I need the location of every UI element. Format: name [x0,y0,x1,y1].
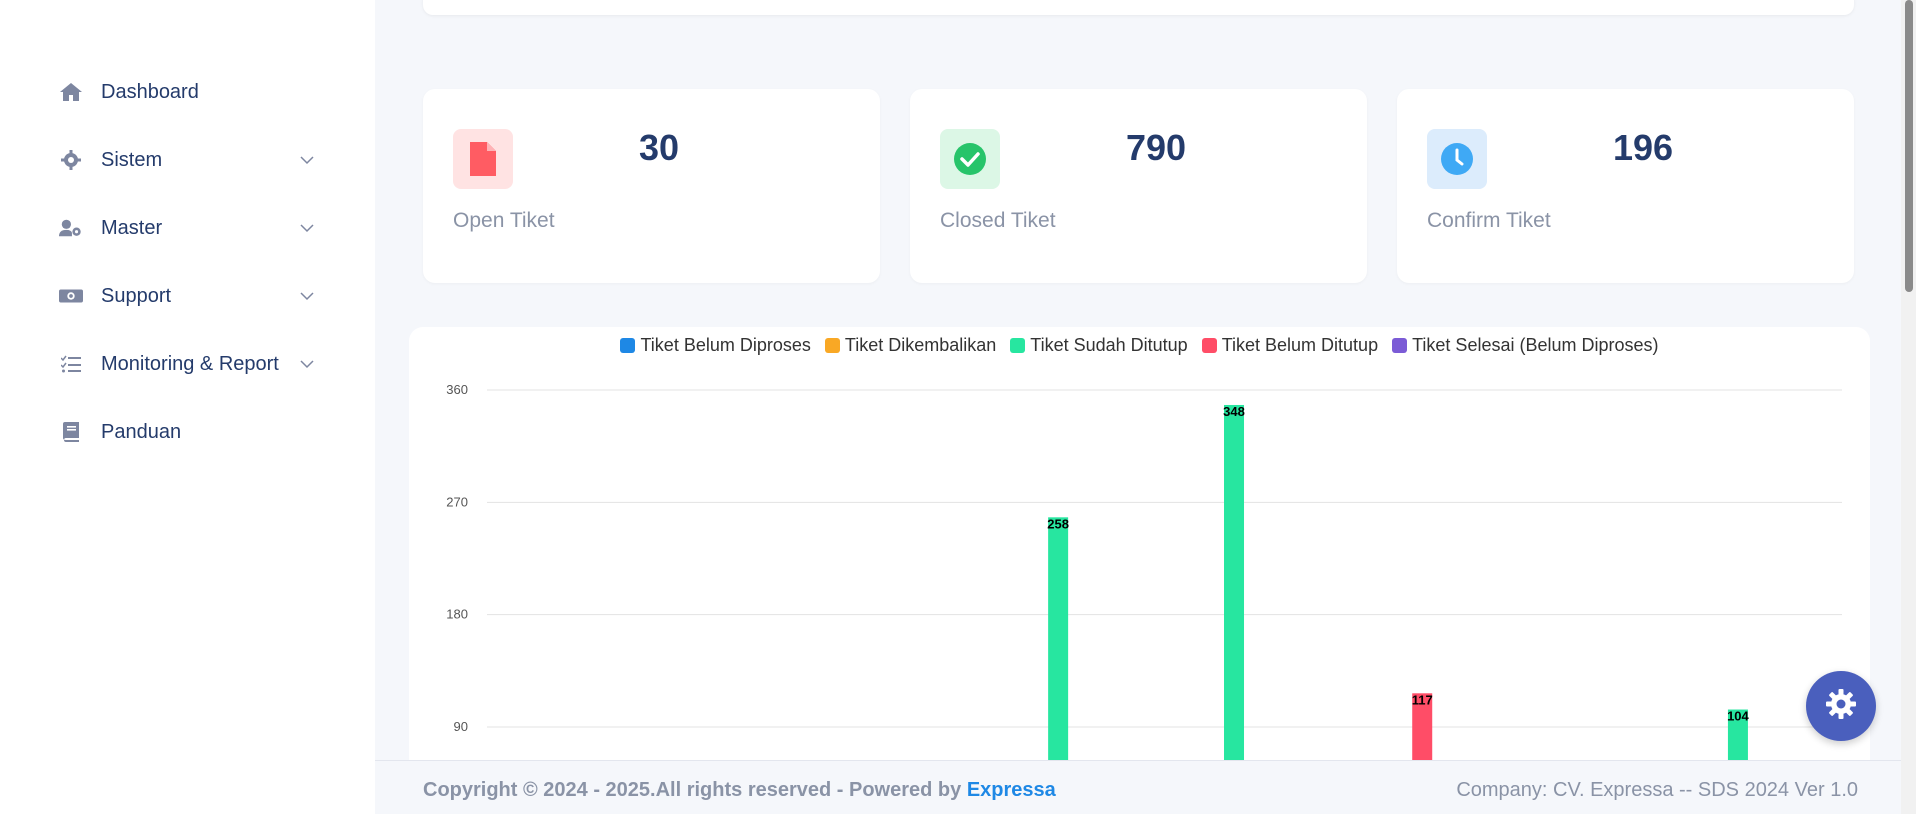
expressa-link[interactable]: Expressa [966,779,1056,801]
top-card [423,0,1854,15]
stat-label: Open Tiket [453,209,555,232]
stat-value: 790 [1126,127,1187,168]
bar-value-label: 117 [1412,692,1433,707]
chart-bar[interactable] [1412,693,1433,760]
ticket-chart-card: Tiket Belum Diproses Tiket Dikembalikan … [409,327,1870,814]
legend-item[interactable]: Tiket Sudah Ditutup [1010,335,1188,356]
legend-swatch [824,338,840,353]
scrollbar-thumb[interactable] [1905,0,1913,292]
sidebar-item-label: Master [101,216,163,239]
footer-copyright: Copyright © 2024 - 2025.All rights reser… [423,779,1056,802]
y-tick-label: 360 [446,382,468,397]
sidebar-item-monitoring-report[interactable]: Monitoring & Report [59,344,315,384]
page-scrollbar[interactable] [1901,0,1916,814]
chevron-down-icon [299,356,315,372]
sidebar-item-dashboard[interactable]: Dashboard [59,72,315,112]
legend-label: Tiket Belum Diproses [640,335,811,355]
legend-swatch [1201,338,1217,353]
chart-bar[interactable] [1727,709,1748,760]
bar-value-label: 104 [1727,709,1749,724]
bar-value-label: 348 [1223,404,1245,419]
copyright-text: Copyright © 2024 - 2025.All rights reser… [423,779,967,801]
gear-icon [1825,688,1857,725]
sidebar-item-label: Support [101,284,172,307]
sidebar-item-label: Panduan [101,420,182,443]
sidebar: Dashboard Sistem Master Support Monitori… [0,0,375,814]
stat-card-open: 30 Open Tiket [423,89,880,283]
sidebar-item-panduan[interactable]: Panduan [59,412,315,452]
stat-value: 30 [639,127,680,168]
gear-icon [59,148,83,172]
y-tick-label: 90 [454,719,468,734]
legend-label: Tiket Dikembalikan [844,335,997,355]
chevron-down-icon [299,220,315,236]
stat-label: Confirm Tiket [1427,209,1551,232]
stat-card-closed: 790 Closed Tiket [910,89,1367,283]
y-tick-label: 180 [446,607,468,622]
bar-chart: 90 180 270 360 258 348 117 104 [446,382,1842,760]
legend-label: Tiket Belum Ditutup [1221,335,1379,355]
y-tick-label: 270 [446,494,468,509]
settings-fab-button[interactable] [1806,671,1876,741]
legend-label: Tiket Selesai (Belum Diproses) [1412,335,1659,355]
chevron-down-icon [299,288,315,304]
legend-label: Tiket Sudah Ditutup [1030,335,1188,355]
sidebar-item-support[interactable]: Support [59,276,315,316]
book-icon [59,420,83,444]
chart-bar[interactable] [1048,517,1069,760]
money-icon [59,284,83,308]
home-icon [59,80,83,104]
stat-label: Closed Tiket [940,209,1056,232]
legend-item[interactable]: Tiket Dikembalikan [824,335,997,356]
sidebar-item-master[interactable]: Master [59,208,315,248]
footer: Copyright © 2024 - 2025.All rights reser… [375,760,1916,814]
user-cog-icon [59,216,83,240]
legend-item[interactable]: Tiket Belum Ditutup [1201,335,1379,356]
footer-company: Company: CV. Expressa -- SDS 2024 Ver 1.… [1456,779,1858,801]
legend-item[interactable]: Tiket Belum Diproses [620,335,811,356]
bar-value-label: 258 [1047,516,1069,531]
sidebar-item-label: Sistem [101,148,163,171]
file-icon [453,129,513,189]
chart-bar[interactable] [1224,404,1245,760]
legend-item[interactable]: Tiket Selesai (Belum Diproses) [1392,335,1659,356]
stat-value: 196 [1613,127,1674,168]
sidebar-item-label: Monitoring & Report [101,352,279,375]
legend-swatch [1010,338,1026,353]
legend-swatch [620,338,636,353]
stat-card-confirm: 196 Confirm Tiket [1397,89,1854,283]
list-check-icon [59,352,83,376]
check-circle-icon [940,129,1000,189]
sidebar-item-sistem[interactable]: Sistem [59,140,315,180]
sidebar-item-label: Dashboard [101,80,199,103]
chart-legend: Tiket Belum Diproses Tiket Dikembalikan … [409,335,1870,356]
chevron-down-icon [299,152,315,168]
clock-icon [1427,129,1487,189]
legend-swatch [1392,338,1408,353]
